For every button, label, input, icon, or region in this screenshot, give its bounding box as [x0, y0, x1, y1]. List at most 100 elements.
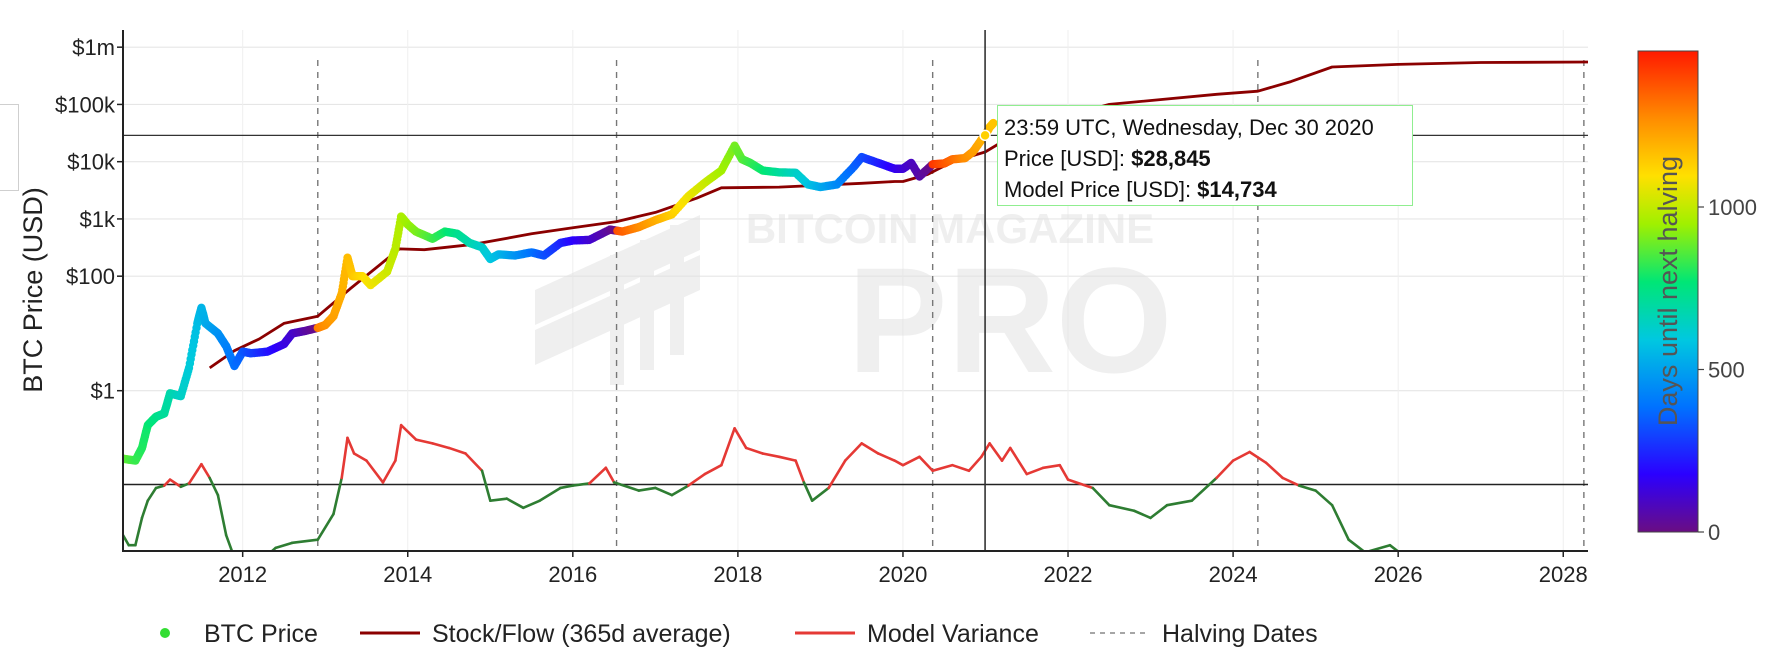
model-variance-segment [290, 538, 320, 545]
x-tick-label: 2028 [1539, 562, 1588, 587]
y-tick-label: $10k [67, 150, 116, 175]
model-variance-segment [1215, 459, 1235, 480]
model-variance-segment [414, 438, 434, 445]
model-variance-segment [381, 459, 397, 484]
model-variance-segment [234, 552, 242, 558]
model-variance-segment [1264, 461, 1284, 480]
model-variance-segment [134, 516, 144, 547]
model-variance-segment [1107, 503, 1136, 513]
y-tick-label: $1k [80, 207, 116, 232]
model-variance-segment [1165, 499, 1194, 507]
model-variance-segment [394, 423, 403, 462]
model-variance-segment [931, 463, 954, 473]
model-variance-segment [1008, 446, 1029, 476]
model-variance-segment [1297, 484, 1317, 492]
model-variance-segment [1000, 446, 1012, 462]
watermark-line2: PRO [847, 236, 1172, 404]
model-variance-segment [670, 484, 690, 497]
model-variance-segment [316, 512, 335, 541]
legend-label: Model Variance [867, 620, 1039, 648]
legend: BTC Price Stock/Flow (365d average) Model … [160, 620, 1318, 648]
x-tick-label: 2014 [383, 562, 432, 587]
stock-to-flow-line [208, 60, 1588, 370]
model-variance-segment [1330, 503, 1350, 541]
btc-price-point [989, 118, 998, 128]
model-variance-segment [179, 482, 191, 489]
model-variance-segment [777, 455, 797, 462]
model-variance-segment [1365, 543, 1392, 551]
hover-point [979, 129, 991, 142]
model-variance-segment [1025, 466, 1045, 476]
x-tick-label: 2016 [548, 562, 597, 587]
model-variance-segment [140, 499, 150, 520]
tooltip-model-row: Model Price [USD]: $14,734 [1004, 174, 1412, 205]
model-variance-segment [967, 455, 983, 473]
hover-tooltip: 23:59 UTC, Wednesday, Dec 30 2020 Price … [997, 105, 1413, 206]
model-variance-segment [216, 493, 228, 537]
legend-label: Stock/Flow (365d average) [432, 620, 731, 648]
model-variance-segment [843, 442, 863, 462]
tooltip-price-row: Price [USD]: $28,845 [1004, 143, 1412, 174]
y-tick-label: $100k [55, 92, 116, 117]
model-variance-segment [1066, 478, 1095, 490]
model-variance-segment [860, 442, 880, 455]
model-variance-segment [733, 427, 748, 450]
x-tick-label: 2022 [1044, 562, 1093, 587]
stock-to-flow-series [208, 60, 1588, 370]
model-variance-segment [1314, 489, 1334, 507]
model-variance-segment [901, 455, 921, 467]
model-variance-segment [399, 423, 418, 441]
x-tick-label: 2024 [1209, 562, 1258, 587]
model-variance-segment [744, 446, 764, 455]
model-variance-segment [918, 455, 934, 473]
y-tick-label: $1m [72, 35, 115, 60]
tooltip-price-value: $28,845 [1131, 146, 1211, 171]
model-variance-segment [488, 497, 509, 502]
legend-label: Halving Dates [1162, 620, 1318, 648]
model-variance-segment [1058, 463, 1070, 481]
x-tick-label: 2026 [1374, 562, 1423, 587]
legend-label: BTC Price [204, 620, 318, 648]
x-tick-label: 2012 [218, 562, 267, 587]
model-variance-segment [612, 481, 641, 492]
model-variance-segment [224, 533, 234, 551]
model-variance-segment [988, 442, 1004, 462]
model-variance-segment [1281, 476, 1301, 487]
model-variance-segment [208, 476, 220, 497]
model-variance-segment [243, 552, 260, 562]
colorbar-tick-label: 500 [1708, 358, 1745, 383]
model-variance-segment [162, 478, 172, 487]
model-variance-segment [274, 541, 294, 550]
model-variance-segment [521, 499, 542, 510]
model-variance-segment [720, 427, 736, 467]
model-variance-segment [703, 463, 723, 476]
y-axis-ticks: $1m $100k $10k $1k $100 $1 [55, 35, 123, 404]
model-variance-segment [340, 436, 349, 480]
model-variance-segment [365, 459, 385, 484]
model-variance-segment [1190, 476, 1218, 502]
side-panel-tab[interactable] [0, 104, 19, 191]
model-variance-segment [352, 452, 368, 462]
model-variance-segment [1041, 463, 1062, 470]
model-variance-segment [571, 482, 591, 487]
tooltip-price-label: Price [USD]: [1004, 146, 1132, 171]
y-tick-label: $1 [91, 379, 115, 404]
model-variance-segment [431, 442, 451, 450]
model-variance-segment [687, 472, 707, 487]
model-variance-segment [604, 466, 616, 484]
model-variance-segment [588, 466, 608, 485]
watermark-logo: BITCOIN MAGAZINE PRO [535, 205, 1173, 404]
colorbar-ticks: 0 500 1000 [1698, 195, 1757, 545]
model-variance-segment [1149, 503, 1169, 520]
model-variance-segment [654, 486, 674, 497]
watermark-icon [535, 215, 700, 385]
model-variance-segment [794, 459, 806, 484]
legend-marker [160, 628, 170, 638]
y-tick-label: $100 [66, 264, 115, 289]
model-variance-segment [1132, 509, 1152, 520]
model-variance-segment [802, 481, 814, 502]
model-variance-segment [447, 446, 467, 455]
model-variance-segment [951, 463, 971, 473]
colorbar-tick-label: 0 [1708, 520, 1720, 545]
